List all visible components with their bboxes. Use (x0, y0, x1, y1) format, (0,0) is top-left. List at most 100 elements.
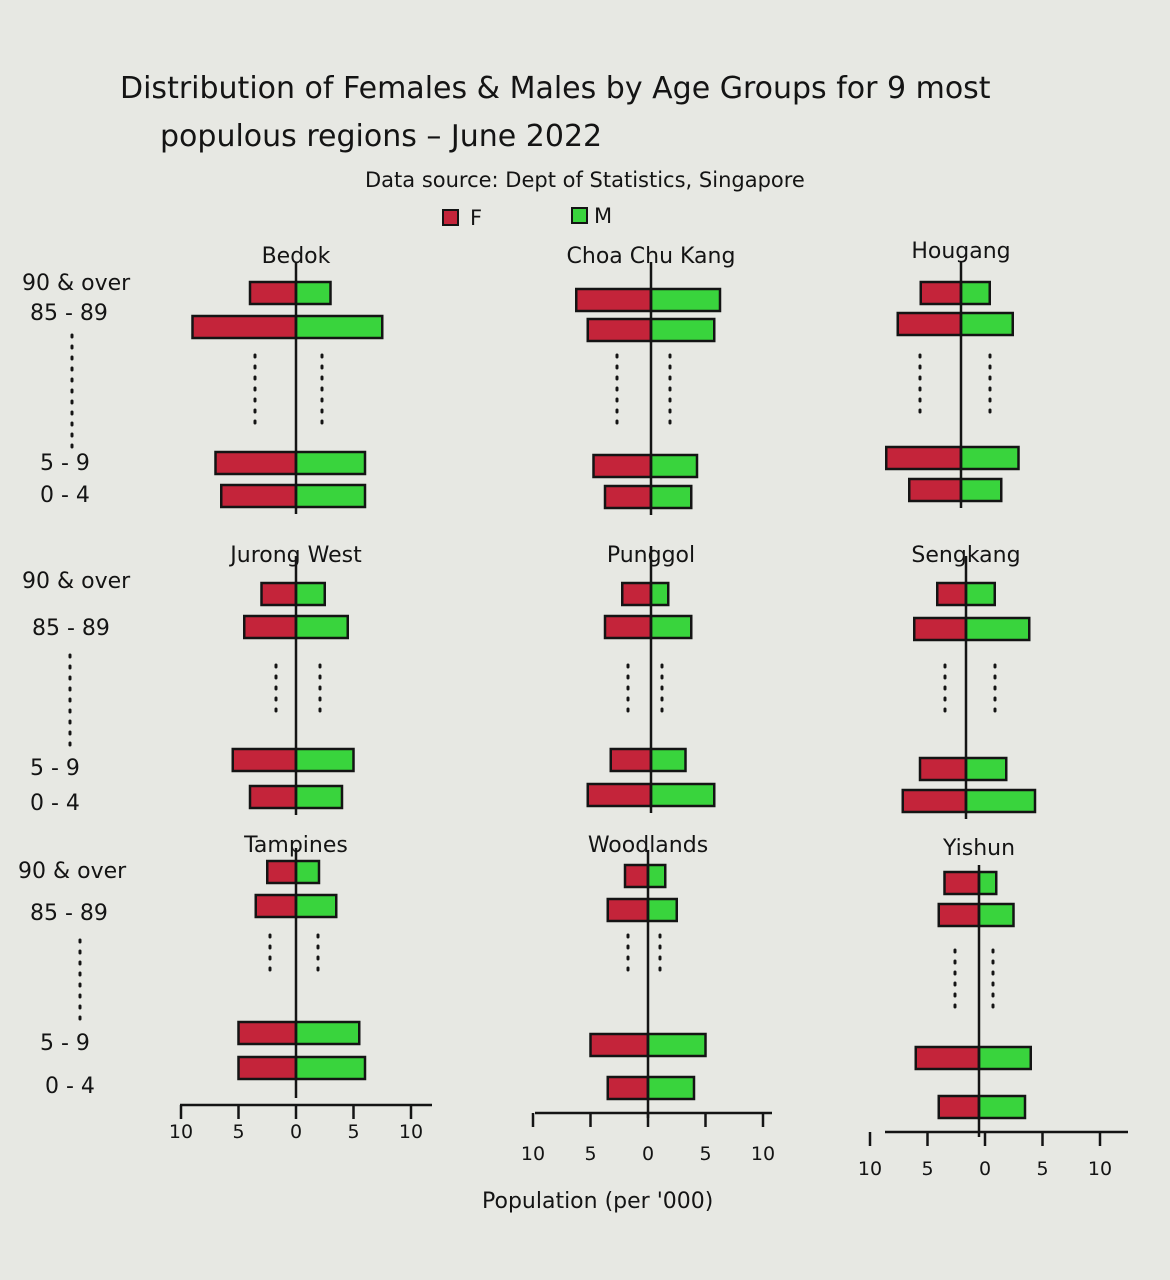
age-label-90-over: 90 & over (22, 569, 131, 594)
x-tick-label: 5 (584, 1143, 596, 1165)
bar-male (646, 863, 667, 889)
bar-female (243, 614, 298, 640)
age-label-0-4: 0 - 4 (45, 1074, 95, 1099)
region-panel: Jurong West (228, 543, 362, 815)
bar-male (646, 1075, 696, 1101)
bar-male (649, 614, 693, 640)
bar-male (959, 280, 991, 306)
region-panel: Yishun (914, 836, 1032, 1137)
bar-female (254, 893, 298, 919)
bar-female (248, 280, 298, 306)
x-tick-label: 0 (642, 1143, 654, 1165)
region-panel: Tampines (237, 833, 367, 1098)
bar-male (959, 477, 1003, 503)
bar-female (586, 782, 653, 808)
bar-male (294, 893, 338, 919)
bar-male (294, 1055, 367, 1081)
bar-male (294, 859, 321, 885)
bar-male (649, 453, 699, 479)
bar-female (623, 863, 650, 889)
age-label-85-89: 85 - 89 (32, 616, 110, 641)
bar-female (220, 483, 298, 509)
bar-male (294, 784, 344, 810)
bar-female (621, 581, 653, 607)
legend-swatch-female (442, 209, 459, 226)
bar-male (294, 483, 367, 509)
legend: F M (442, 204, 612, 230)
bar-male (294, 450, 367, 476)
region-title: Yishun (942, 836, 1015, 861)
bar-female (575, 287, 653, 313)
region-panel: Sengkang (901, 543, 1037, 819)
x-tick-label: 5 (921, 1158, 933, 1180)
chart-source: Data source: Dept of Statistics, Singapo… (365, 168, 805, 192)
bar-male (977, 1094, 1027, 1120)
bar-female (589, 1032, 650, 1058)
bar-female (908, 477, 963, 503)
x-tick-label: 5 (232, 1121, 244, 1143)
bar-male (977, 902, 1015, 928)
x-tick-label: 0 (290, 1121, 302, 1143)
x-tick-label: 5 (1036, 1158, 1048, 1180)
region-panel: Bedok (191, 244, 384, 514)
bar-female (901, 788, 968, 814)
age-label-85-89: 85 - 89 (30, 301, 108, 326)
bar-female (592, 453, 653, 479)
region-title: Hougang (911, 239, 1010, 264)
x-axis-label: Population (per '000) (482, 1189, 713, 1214)
x-axis: 10 5 0 5 10 (858, 1130, 1128, 1180)
region-panel: Hougang (885, 239, 1020, 508)
chart-title-line1: Distribution of Females & Males by Age G… (120, 71, 991, 106)
bar-female (603, 614, 653, 640)
x-tick-label: 10 (858, 1158, 882, 1180)
bar-female (606, 1075, 650, 1101)
age-label-5-9: 5 - 9 (30, 756, 80, 781)
bar-female (609, 747, 653, 773)
age-label-5-9: 5 - 9 (40, 1031, 90, 1056)
age-label-0-4: 0 - 4 (40, 483, 90, 508)
x-tick-label: 10 (521, 1143, 545, 1165)
bar-female (896, 311, 963, 337)
bar-male (294, 1020, 361, 1046)
bar-male (646, 1032, 707, 1058)
bar-female (237, 1020, 298, 1046)
bar-male (294, 581, 326, 607)
bar-male (649, 287, 722, 313)
bar-male (964, 616, 1031, 642)
bar-male (646, 897, 678, 923)
bar-female (937, 1094, 981, 1120)
region-panel: Woodlands (588, 833, 708, 1118)
bar-female (943, 870, 981, 896)
bar-male (959, 445, 1020, 471)
bar-male (649, 484, 693, 510)
age-label-90-over: 90 & over (22, 271, 131, 296)
bar-female (606, 897, 650, 923)
bar-male (977, 1045, 1032, 1071)
bar-female (248, 784, 298, 810)
chart-title-line2: populous regions – June 2022 (160, 119, 602, 154)
bar-female (918, 756, 968, 782)
age-label-85-89: 85 - 89 (30, 901, 108, 926)
bar-female (936, 581, 968, 607)
bar-male (294, 614, 349, 640)
x-tick-label: 10 (751, 1143, 775, 1165)
bar-female (603, 484, 653, 510)
bar-female (913, 616, 968, 642)
age-group-labels: 90 & over 85 - 89 5 - 9 0 - 4 90 & over … (18, 271, 131, 1099)
bar-male (964, 788, 1037, 814)
bar-male (649, 747, 687, 773)
x-axis: 10 5 0 5 10 (169, 1103, 432, 1143)
bar-male (294, 747, 355, 773)
x-tick-label: 10 (1088, 1158, 1112, 1180)
x-tick-label: 10 (399, 1121, 423, 1143)
bar-male (964, 581, 996, 607)
x-axes: 10 5 0 5 10 10 5 0 5 10 10 5 0 5 10 (169, 1103, 1128, 1180)
bar-female (231, 747, 298, 773)
bar-male (959, 311, 1014, 337)
bar-male (649, 581, 670, 607)
bar-male (294, 280, 332, 306)
bar-male (977, 870, 998, 896)
age-label-0-4: 0 - 4 (30, 791, 80, 816)
age-label-5-9: 5 - 9 (40, 451, 90, 476)
